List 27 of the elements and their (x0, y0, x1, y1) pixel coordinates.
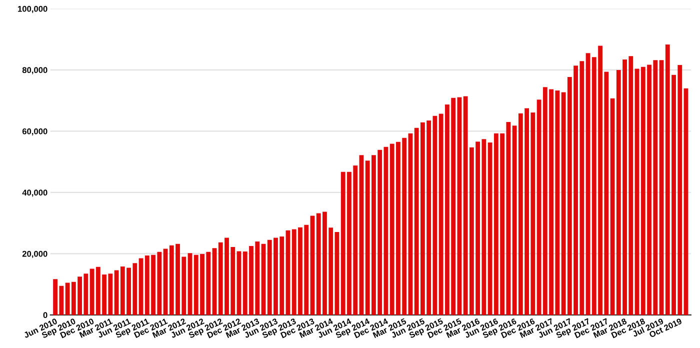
bar (586, 53, 590, 315)
bar (359, 155, 364, 315)
y-tick-label: 60,000 (22, 128, 48, 136)
bar (659, 60, 664, 315)
bar (188, 253, 192, 315)
bar (384, 146, 388, 315)
bar (261, 244, 266, 315)
bar (114, 270, 119, 315)
bar (212, 248, 217, 315)
y-tick-label: 20,000 (22, 250, 48, 258)
bar (236, 251, 242, 315)
bar (536, 100, 542, 315)
bar (138, 258, 144, 315)
y-tick-label: 80,000 (22, 67, 48, 74)
y-tick-label: 40,000 (22, 190, 48, 197)
bar (684, 88, 688, 315)
y-tick-label: 0 (43, 312, 48, 318)
y-tick-label: 100,000 (18, 6, 48, 14)
bar (310, 216, 315, 315)
bar (90, 268, 94, 315)
bar (334, 232, 340, 315)
bar (163, 248, 168, 315)
bar (65, 282, 70, 315)
bar (610, 98, 615, 315)
bar (561, 92, 566, 315)
bar (634, 68, 640, 315)
bar (286, 230, 290, 315)
